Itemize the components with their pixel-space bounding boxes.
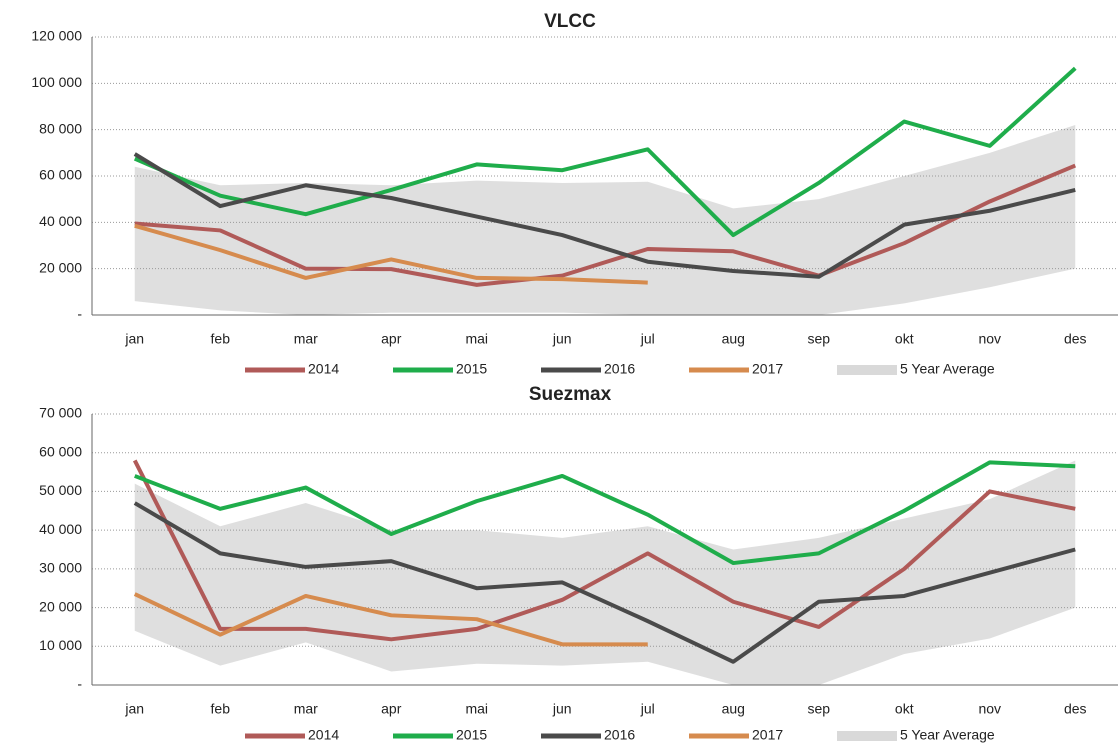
x-tick-label: jul: [640, 701, 655, 717]
x-tick-label: mar: [294, 701, 318, 717]
x-tick-label: sep: [807, 701, 830, 717]
y-tick-label: 40 000: [39, 213, 82, 229]
chart-title: Suezmax: [529, 384, 612, 405]
y-tick-label: 120 000: [31, 28, 82, 44]
legend-label: 5 Year Average: [900, 727, 995, 743]
x-tick-label: mai: [465, 701, 488, 717]
legend-label: 2014: [308, 727, 339, 743]
x-tick-label: aug: [722, 701, 745, 717]
y-tick-label: -: [77, 676, 82, 692]
series-line: [134, 460, 1076, 566]
series-line: [133, 501, 1076, 664]
series-line: [134, 163, 1077, 287]
legend-label: 2017: [752, 361, 783, 377]
x-tick-label: feb: [211, 331, 231, 347]
series-line: [133, 592, 648, 647]
legend-label: 2017: [752, 727, 783, 743]
y-tick-label: 20 000: [39, 259, 82, 275]
y-tick-label: 50 000: [39, 482, 82, 498]
x-tick-label: mar: [294, 331, 318, 347]
legend-label: 2015: [456, 727, 487, 743]
x-tick-label: feb: [211, 701, 231, 717]
chart-title: VLCC: [544, 11, 596, 32]
legend-label: 2014: [308, 361, 339, 377]
x-tick-label: jan: [124, 701, 144, 717]
y-tick-label: 40 000: [39, 521, 82, 537]
y-tick-label: -: [77, 306, 82, 322]
y-tick-label: 70 000: [39, 405, 82, 421]
x-tick-label: nov: [978, 331, 1001, 347]
average-band: [134, 460, 1076, 685]
x-tick-label: mai: [465, 331, 488, 347]
x-tick-label: des: [1064, 331, 1087, 347]
x-tick-label: jul: [640, 331, 655, 347]
legend-label: 2016: [604, 727, 635, 743]
x-tick-label: sep: [807, 331, 830, 347]
y-tick-label: 80 000: [39, 120, 82, 136]
x-tick-label: jan: [124, 331, 144, 347]
x-tick-label: apr: [381, 701, 402, 717]
y-tick-label: 60 000: [39, 443, 82, 459]
x-tick-label: apr: [381, 331, 402, 347]
y-tick-label: 100 000: [31, 74, 82, 90]
legend-label: 2015: [456, 361, 487, 377]
x-tick-label: okt: [895, 331, 914, 347]
x-tick-label: okt: [895, 701, 914, 717]
legend-label: 2016: [604, 361, 635, 377]
legend-label: 5 Year Average: [900, 361, 995, 377]
y-tick-label: 30 000: [39, 560, 82, 576]
y-tick-label: 20 000: [39, 598, 82, 614]
x-tick-label: jun: [552, 701, 572, 717]
x-tick-label: nov: [978, 701, 1001, 717]
x-tick-label: des: [1064, 701, 1087, 717]
y-tick-label: 60 000: [39, 167, 82, 183]
series-line: [133, 152, 1076, 279]
series-line: [132, 459, 1076, 642]
y-tick-label: 10 000: [39, 637, 82, 653]
x-tick-label: aug: [722, 331, 745, 347]
series-line: [133, 66, 1077, 238]
series-line: [134, 223, 648, 285]
x-tick-label: jun: [552, 331, 572, 347]
